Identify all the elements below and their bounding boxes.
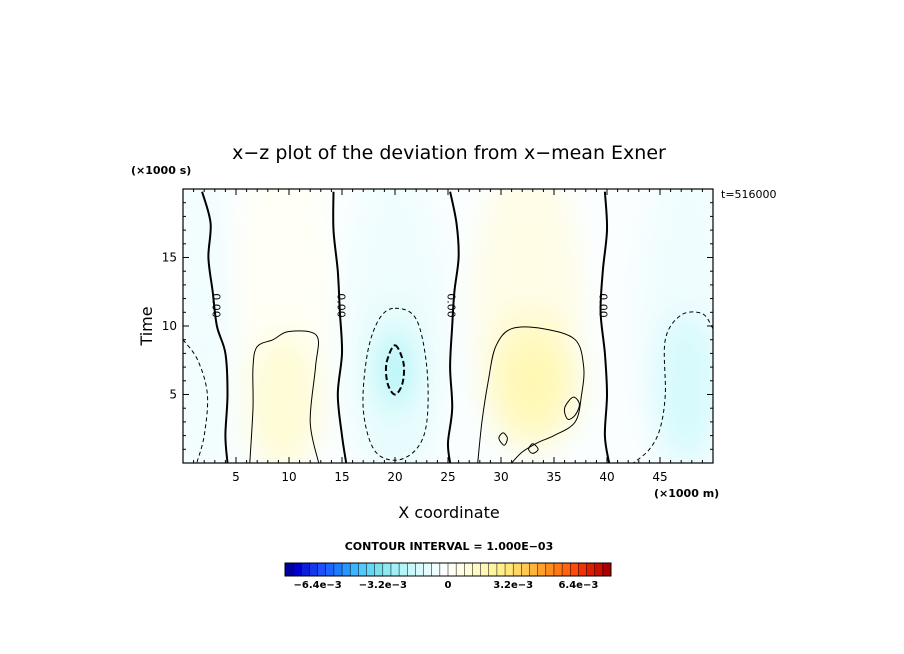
colorbar-tick-labels: −6.4e−3 −3.2e−3 0 3.2e−3 6.4e−3 [293, 580, 598, 591]
colorbar-cell [570, 563, 579, 576]
negative-contour-line [384, 344, 406, 396]
colorbar-cell [390, 563, 400, 576]
shading-group [183, 189, 713, 463]
zero-contour-line [446, 191, 460, 463]
contour-label: 0.00 [445, 293, 458, 318]
colorbar-tick-label: 0 [445, 580, 452, 591]
colorbar-tick-label: −3.2e−3 [359, 580, 407, 591]
shading-region [378, 331, 412, 409]
colorbar-cell [439, 563, 449, 576]
colorbar-cell [496, 563, 506, 576]
colorbar-cell [537, 563, 547, 576]
x-tick-label: 15 [334, 470, 349, 484]
positive-contour-line [477, 326, 585, 463]
colorbar-cell [448, 563, 457, 576]
x-tick-label: 45 [652, 470, 667, 484]
plot-area: 0.00 0.00 0.00 0.00 [182, 188, 714, 464]
tick-layer [183, 189, 713, 463]
colorbar-cell [358, 563, 367, 576]
colorbar-cell [480, 563, 490, 576]
positive-contour-line [498, 432, 508, 446]
contour-label: 0.00 [596, 293, 609, 318]
colorbar-tick-label: −6.4e−3 [293, 580, 341, 591]
colorbar-cell [545, 563, 555, 576]
x-tick-label: 35 [546, 470, 561, 484]
shading-region [506, 339, 560, 422]
colorbar-cells [285, 563, 612, 576]
positive-contour-line [249, 330, 320, 463]
colorbar-cell [285, 563, 294, 576]
negative-contour-line [183, 339, 209, 463]
colorbar-cell [333, 563, 343, 576]
contour-interval-label: CONTOUR INTERVAL = 1.000E−03 [345, 540, 554, 553]
positive-contour-line [528, 443, 539, 454]
colorbar: −6.4e−3 −3.2e−3 0 3.2e−3 6.4e−3 [284, 562, 612, 591]
colorbar-cell [350, 563, 359, 576]
colorbar-cell [472, 563, 481, 576]
contour-label: 0.00 [209, 293, 222, 318]
colorbar-cell [586, 563, 595, 576]
fill-layer [183, 189, 713, 463]
colorbar-cell [505, 563, 514, 576]
x-tick-label: 20 [387, 470, 402, 484]
colorbar-cell [529, 563, 538, 576]
colorbar-cell [407, 563, 416, 576]
colorbar-cell [594, 563, 604, 576]
contour-layer [183, 191, 713, 463]
colorbar-cell [374, 563, 384, 576]
x-tick-label: 10 [281, 470, 296, 484]
colorbar-tick-label: 6.4e−3 [558, 580, 598, 591]
x-tick-label: 25 [440, 470, 455, 484]
y-tick-label: 5 [169, 388, 177, 402]
shading-region [183, 189, 229, 463]
y-tick-label: 15 [162, 251, 177, 265]
y-axis-label: Time [137, 306, 156, 346]
colorbar-cell [464, 563, 473, 576]
colorbar-cell [562, 563, 571, 576]
colorbar-cell [293, 563, 302, 576]
colorbar-cell [382, 563, 392, 576]
shading-region [654, 312, 713, 463]
colorbar-cell [578, 563, 587, 576]
x-tick-label: 40 [599, 470, 614, 484]
colorbar-cell [602, 563, 612, 576]
x-tick-label: 5 [232, 470, 240, 484]
colorbar-cell [553, 563, 563, 576]
colorbar-cell [488, 563, 498, 576]
positive-contour-line [563, 396, 580, 420]
colorbar-cell [301, 563, 310, 576]
colorbar-cell [342, 563, 351, 576]
colorbar-cell [325, 563, 335, 576]
y-tick-label: 10 [162, 319, 177, 333]
y-unit-label: (×1000 s) [131, 164, 191, 177]
colorbar-cell [513, 563, 522, 576]
x-unit-label: (×1000 m) [654, 487, 719, 500]
colorbar-cell [317, 563, 327, 576]
colorbar-cell [415, 563, 424, 576]
chart-title: x−z plot of the deviation from x−mean Ex… [232, 142, 666, 164]
colorbar-cell [431, 563, 441, 576]
shading-region [246, 332, 321, 463]
zero-contour-line [599, 191, 611, 463]
colorbar-cell [366, 563, 375, 576]
colorbar-frame [284, 562, 612, 577]
colorbar-cell [309, 563, 318, 576]
colorbar-cell [399, 563, 408, 576]
colorbar-tick-label: 3.2e−3 [493, 580, 533, 591]
zero-contour-line [332, 191, 348, 463]
colorbar-cell [521, 563, 530, 576]
x-axis-label: X coordinate [398, 503, 499, 522]
time-label: t=516000 [721, 188, 777, 201]
contour-label: 0.00 [334, 293, 347, 318]
colorbar-cell [423, 563, 432, 576]
x-tick-label: 30 [493, 470, 508, 484]
y-tick-labels: 5 10 15 [162, 251, 177, 402]
zero-contour-line [201, 191, 229, 463]
x-tick-labels: 5 10 15 20 25 30 35 40 45 [232, 470, 667, 484]
contour-label-layer: 0.00 0.00 0.00 0.00 [209, 293, 609, 318]
colorbar-cell [456, 563, 465, 576]
